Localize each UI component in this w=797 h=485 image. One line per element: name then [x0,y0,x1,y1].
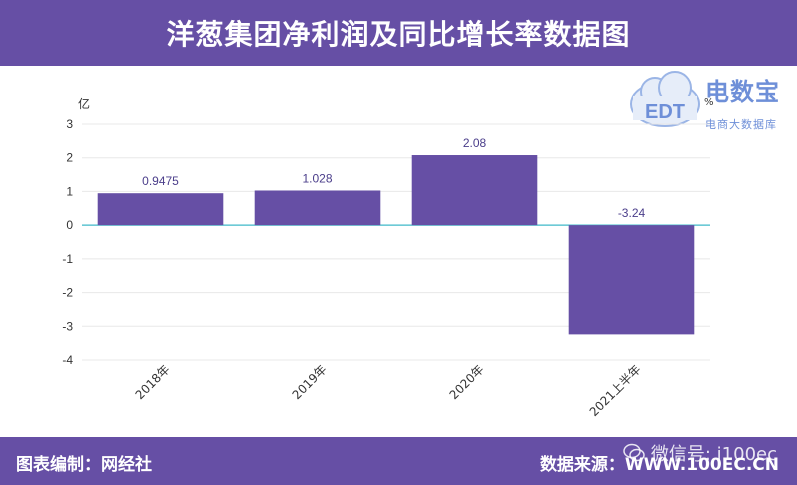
logo-badge: EDT [645,101,685,123]
header-bar: 洋葱集团净利润及同比增长率数据图 [0,0,797,66]
wechat-watermark: 微信号: i100ec [623,440,777,466]
bar [568,225,695,335]
watermark-text: 微信号: i100ec [650,444,777,465]
x-tick-label: 2021上半年 [587,362,644,419]
edt-logo: EDT 电数宝 电商大数据库 [625,68,795,138]
data-labels: 0.9475 1.028 2.08 -3.24 [142,136,645,220]
bar [411,155,538,226]
data-label: 2.08 [463,136,487,150]
cloud-logo-icon: EDT [630,71,700,127]
y-tick-label: -4 [62,353,73,367]
footer-source: 数据来源：WWW.100EC.CN [539,455,779,475]
logo-sub-text: 电商大数据库 [705,118,777,131]
chart-title: 洋葱集团净利润及同比增长率数据图 [166,18,631,51]
footer-bar: 图表编制：网经社 数据来源：WWW.100EC.CN [0,437,797,485]
y-tick-label: 0 [66,218,73,232]
y-tick-labels: 3 2 1 0 -1 -2 -3 -4 [62,117,73,367]
data-label: 1.028 [302,171,332,185]
x-tick-label: 2020年 [447,362,487,402]
bar [254,190,381,226]
bars [97,155,695,335]
y-tick-label: -3 [62,319,73,333]
y-axis-unit: 亿 [78,97,91,111]
footer-credit: 图表编制：网经社 [16,455,152,475]
y2-axis-unit: % [704,97,714,108]
y-tick-label: 3 [66,117,73,131]
x-tick-label: 2019年 [290,362,330,402]
x-tick-label: 2018年 [133,362,173,402]
x-tick-labels: 2018年 2019年 2020年 2021上半年 [133,362,644,419]
y-tick-label: 2 [66,151,73,165]
data-label: -3.24 [618,206,646,220]
data-label: 0.9475 [142,174,179,188]
bar [97,193,224,226]
y-tick-label: -2 [62,286,73,300]
y-tick-label: -1 [62,252,73,266]
logo-main-text: 电数宝 [705,78,780,106]
y-tick-label: 1 [66,184,73,198]
wechat-icon [623,443,645,462]
